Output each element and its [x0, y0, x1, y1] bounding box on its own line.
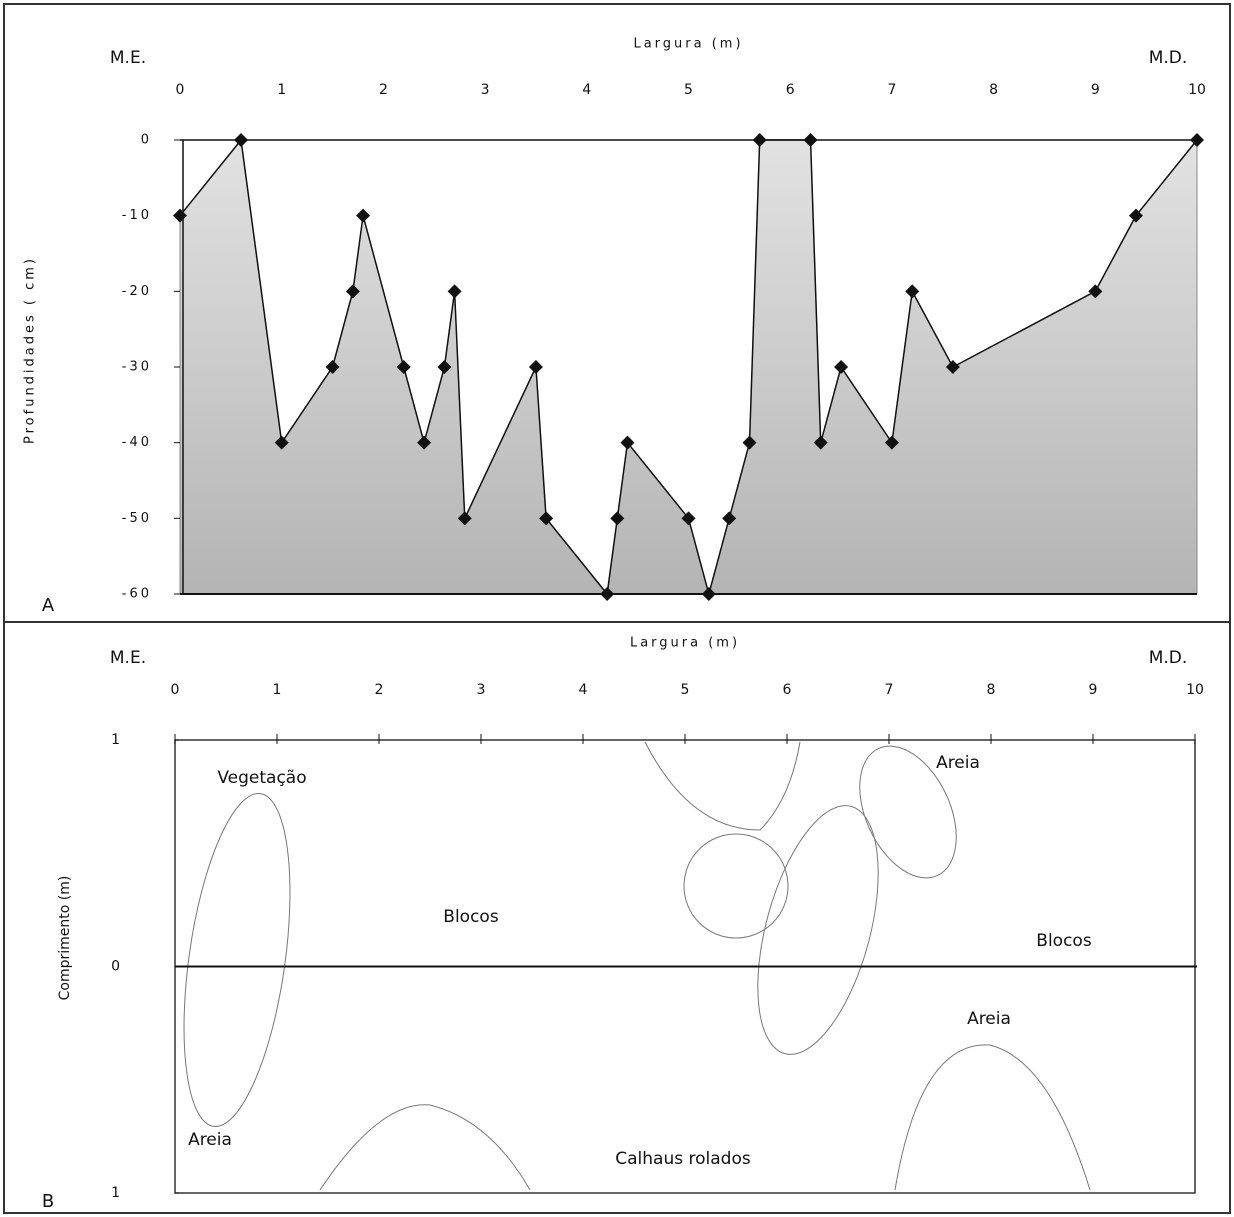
frame — [3, 3, 1231, 1214]
marker — [528, 360, 543, 374]
marker — [945, 360, 960, 374]
x-tick-label: 4 — [579, 682, 588, 698]
marker — [803, 133, 818, 147]
x-tick-label: 9 — [1089, 682, 1098, 698]
shape — [319, 1104, 531, 1191]
shape — [757, 805, 879, 1055]
shape — [644, 741, 801, 831]
annotation: Blocos — [443, 907, 499, 927]
x-tick-label: 5 — [684, 82, 693, 98]
marker — [752, 133, 767, 147]
marker — [234, 133, 249, 147]
marker — [539, 511, 554, 526]
sketch-shapes — [183, 741, 1091, 1191]
x-tick-label: 1 — [277, 82, 286, 98]
marker — [701, 587, 716, 601]
marker — [813, 435, 828, 450]
right-label: M.D. — [1149, 648, 1188, 668]
x-tick-label: 7 — [887, 82, 896, 98]
x-tick-label: 0 — [171, 682, 180, 698]
left-label: M.E. — [110, 648, 146, 668]
x-tick-label: 3 — [477, 682, 486, 698]
marker — [742, 435, 757, 450]
shape — [183, 793, 291, 1127]
marker — [437, 360, 452, 374]
marker — [1128, 208, 1143, 223]
panel-label: B — [42, 1191, 54, 1212]
annotation: Areia — [936, 753, 980, 773]
y-axis-title: Comprimento (m) — [57, 876, 73, 1001]
x-tick-label: 8 — [987, 682, 996, 698]
x-tick-label: 7 — [885, 682, 894, 698]
x-tick-label: 6 — [786, 82, 795, 98]
y-tick-label: 0 — [111, 959, 120, 975]
shape — [894, 1044, 1091, 1191]
x-tick-label: 10 — [1186, 682, 1204, 698]
marker — [905, 284, 920, 299]
marker — [600, 587, 615, 601]
y-tick-label: -30 — [122, 360, 152, 375]
marker — [620, 435, 635, 450]
marker — [274, 435, 289, 450]
marker — [722, 511, 737, 526]
marker — [457, 511, 472, 526]
y-tick-label: -20 — [122, 284, 152, 299]
right-label: M.D. — [1149, 48, 1188, 68]
x-axis-title: Largura (m) — [633, 37, 743, 52]
x-tick-label: 2 — [375, 682, 384, 698]
marker — [1088, 284, 1103, 299]
left-label: M.E. — [110, 48, 146, 68]
y-tick-label: -50 — [122, 511, 152, 526]
marker — [834, 360, 849, 374]
y-tick-label: -10 — [122, 208, 152, 223]
marker — [173, 208, 187, 223]
x-tick-label: 9 — [1091, 82, 1100, 98]
marker — [356, 208, 371, 223]
x-tick-label: 4 — [582, 82, 591, 98]
shape — [683, 833, 789, 939]
shape — [859, 745, 957, 879]
marker — [610, 511, 625, 526]
y-tick-label: 0 — [141, 133, 152, 148]
y-tick-label: 1 — [111, 1185, 120, 1201]
y-tick-label: -40 — [122, 435, 152, 450]
marker — [396, 360, 411, 374]
annotation: Blocos — [1036, 931, 1092, 951]
marker — [681, 511, 696, 526]
x-tick-label: 1 — [273, 682, 282, 698]
annotation: Calhaus rolados — [615, 1149, 751, 1169]
y-tick-label: -60 — [122, 587, 152, 602]
y-tick-label: 1 — [111, 732, 120, 748]
x-tick-label: 5 — [681, 682, 690, 698]
x-tick-label: 10 — [1188, 82, 1206, 98]
marker — [417, 435, 432, 450]
x-tick-label: 0 — [176, 82, 185, 98]
marker — [1190, 133, 1204, 147]
marker — [325, 360, 340, 374]
x-axis-title: Largura (m) — [630, 636, 740, 651]
annotation: Areia — [188, 1130, 232, 1150]
line — [179, 138, 1198, 597]
x-tick-label: 6 — [783, 682, 792, 698]
annotation: Areia — [967, 1009, 1011, 1029]
y-axis-title: Profundidades ( cm) — [23, 256, 38, 444]
marker — [884, 435, 899, 450]
marker — [447, 284, 462, 299]
panel-label: A — [42, 595, 55, 616]
marker — [345, 284, 360, 299]
annotation: Vegetação — [217, 768, 306, 788]
x-tick-label: 2 — [379, 82, 388, 98]
x-tick-label: 3 — [481, 82, 490, 98]
x-tick-label: 8 — [989, 82, 998, 98]
